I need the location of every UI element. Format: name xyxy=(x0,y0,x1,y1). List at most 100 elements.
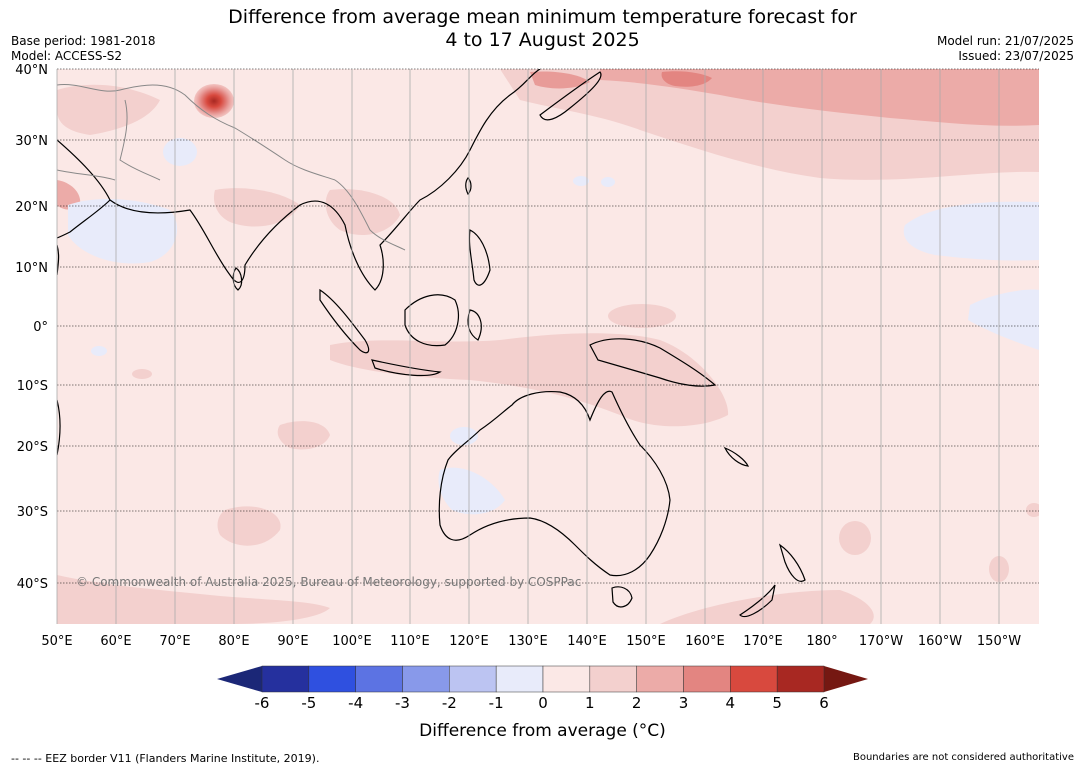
australia-coast xyxy=(438,390,671,577)
warm-patch-new-guinea-north xyxy=(608,304,676,328)
taiwan-coast xyxy=(465,177,472,196)
lon-label: 150°W xyxy=(977,634,1021,649)
cool-patch-chagos xyxy=(91,346,107,356)
colorbar xyxy=(217,665,868,693)
colorbar-cell xyxy=(495,665,544,693)
nz-north-coast xyxy=(778,543,806,582)
model-name: Model: ACCESS-S2 xyxy=(11,49,123,63)
lon-label: 170°W xyxy=(859,634,903,649)
colorbar-above-arrow xyxy=(824,666,868,692)
lon-label: 90°E xyxy=(277,634,308,649)
colorbar-cell xyxy=(355,665,403,693)
colorbar-label: Difference from average (°C) xyxy=(419,721,666,741)
base-period: Base period: 1981-2018 xyxy=(11,34,156,48)
warm-patch-tasman xyxy=(839,521,871,555)
lon-label: 80°E xyxy=(218,634,249,649)
cool-patch-philippine-sea xyxy=(573,176,589,186)
gridlines-lon xyxy=(56,69,1000,624)
tasmania-coast xyxy=(611,586,633,608)
cool-patch-arabian-sea xyxy=(68,198,178,264)
warm-band-maritime xyxy=(330,333,729,427)
colorbar-tick: 4 xyxy=(725,694,736,712)
warm-patch-central-asia xyxy=(57,84,160,135)
philippines-coast xyxy=(468,229,491,286)
warm-core-north-pacific xyxy=(600,69,1039,126)
lon-label: 150°E xyxy=(626,634,666,649)
colorbar-cell xyxy=(589,665,637,693)
warm-patch-sio-2 xyxy=(217,506,281,546)
warm-spot-korea xyxy=(530,71,590,89)
sulawesi-coast xyxy=(467,309,482,341)
colorbar-cell xyxy=(402,665,450,693)
border-iran xyxy=(57,169,116,181)
lat-tick-labels: 40°N 30°N 20°N 10°N 0° 10°S 20°S 30°S 40… xyxy=(15,63,48,592)
lat-label: 40°S xyxy=(17,577,48,592)
colorbar-cell xyxy=(776,665,825,693)
copyright-notice: © Commonwealth of Australia 2025, Bureau… xyxy=(76,575,581,589)
colorbar-tick: 1 xyxy=(585,694,595,712)
warm-patch-sio-3 xyxy=(132,369,152,379)
warm-patch-india-north xyxy=(213,188,300,227)
boundaries-disclaimer: Boundaries are not considered authoritat… xyxy=(852,752,1074,763)
colorbar-below-arrow xyxy=(217,666,262,692)
colorbar-cell xyxy=(449,665,497,693)
lon-label: 110°E xyxy=(390,634,430,649)
lat-label: 20°N xyxy=(15,200,48,215)
warm-band-southern-ocean-east xyxy=(660,590,874,624)
colorbar-tick: 0 xyxy=(538,694,548,712)
colorbar-tick: 3 xyxy=(678,694,689,712)
border-pakistan xyxy=(119,99,161,181)
nz-south-coast xyxy=(739,584,776,618)
lon-label: 180° xyxy=(806,634,837,649)
warm-spot-japan xyxy=(661,71,712,87)
new-caledonia-coast xyxy=(723,446,750,467)
cool-patch-equatorial-pacific xyxy=(968,289,1039,350)
lat-label: 40°N xyxy=(15,63,48,78)
colorbar-cell xyxy=(683,665,731,693)
colorbar-tick: -1 xyxy=(488,694,504,712)
borneo-coast xyxy=(404,294,459,347)
colorbar-cell xyxy=(542,665,591,693)
lon-tick-labels: 50°E 60°E 70°E 80°E 90°E 100°E 110°E 120… xyxy=(41,634,1021,649)
madagascar-coast xyxy=(57,399,61,456)
colorbar-tick: -3 xyxy=(395,694,410,712)
model-run: Model run: 21/07/2025 xyxy=(936,34,1074,48)
lat-label: 10°N xyxy=(15,261,48,276)
map-title-line2: 4 to 17 August 2025 xyxy=(445,29,640,51)
cool-patch-western-australia xyxy=(438,467,505,515)
colorbar-cell xyxy=(730,665,778,693)
lon-label: 50°E xyxy=(41,634,72,649)
lon-label: 160°W xyxy=(918,634,962,649)
warm-patch-sio-1 xyxy=(277,421,330,450)
lon-label: 60°E xyxy=(100,634,131,649)
colorbar-tick: 6 xyxy=(819,694,829,712)
warm-patch-arabia xyxy=(57,180,81,210)
warm-patch-far-east xyxy=(1026,503,1039,517)
cool-patch-pakistan xyxy=(163,138,197,166)
lat-label: 30°N xyxy=(15,134,48,149)
eez-footnote: -- -- -- EEZ border V11 (Flanders Marine… xyxy=(11,752,320,765)
colorbar-tick: -5 xyxy=(301,694,317,712)
colorbar-tick: -4 xyxy=(348,694,364,712)
border-indochina xyxy=(334,179,406,251)
lat-label: 10°S xyxy=(17,379,48,394)
lon-label: 160°E xyxy=(685,634,725,649)
lon-label: 70°E xyxy=(159,634,190,649)
colorbar-tick: -6 xyxy=(254,694,270,712)
map-title-line1: Difference from average mean minimum tem… xyxy=(228,6,857,28)
cool-patch-hawaii xyxy=(903,201,1039,261)
java-coast xyxy=(371,359,442,377)
colorbar-cell xyxy=(308,665,356,693)
colorbar-cell xyxy=(261,665,310,693)
cool-patch-indian-ocean-east xyxy=(450,427,478,445)
lat-label: 20°S xyxy=(17,440,48,455)
cool-patch-philippine-sea-2 xyxy=(601,177,615,187)
colorbar-tick: -2 xyxy=(441,694,457,712)
japan-coast xyxy=(539,71,602,121)
lon-label: 120°E xyxy=(449,634,489,649)
lat-label: 0° xyxy=(33,320,48,335)
colorbar-cell xyxy=(636,665,684,693)
colorbar-tick: 2 xyxy=(631,694,642,712)
lon-label: 130°E xyxy=(508,634,548,649)
